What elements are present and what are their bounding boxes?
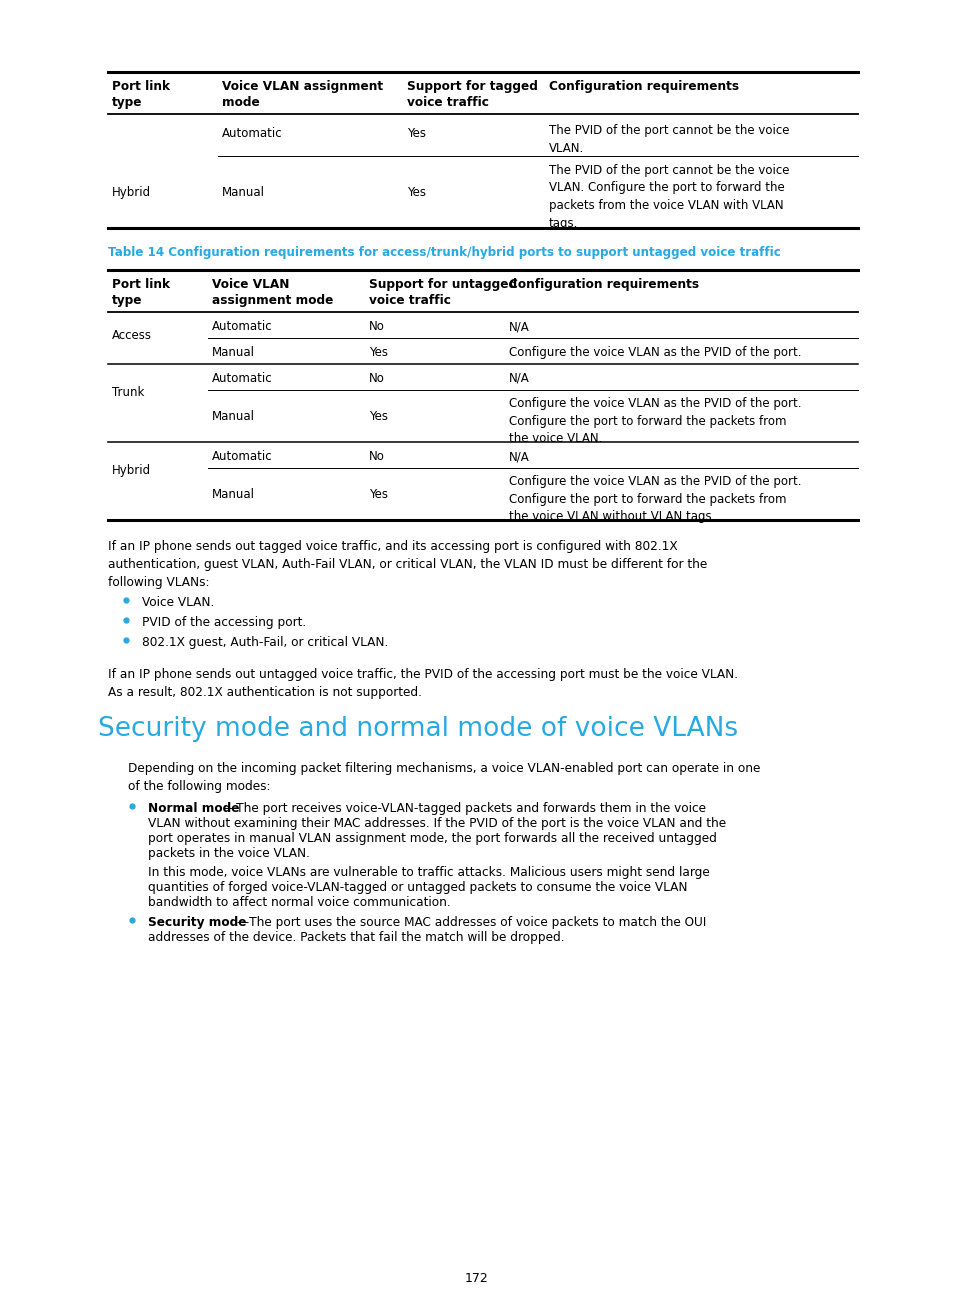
Text: Normal mode: Normal mode [148, 802, 239, 815]
Text: Manual: Manual [212, 346, 254, 359]
Text: No: No [369, 372, 384, 385]
Text: Hybrid: Hybrid [112, 187, 151, 200]
Text: The PVID of the port cannot be the voice
VLAN.: The PVID of the port cannot be the voice… [548, 124, 789, 154]
Text: PVID of the accessing port.: PVID of the accessing port. [142, 616, 306, 629]
Text: N/A: N/A [509, 320, 529, 333]
Text: Hybrid: Hybrid [112, 464, 151, 477]
Text: addresses of the device. Packets that fail the match will be dropped.: addresses of the device. Packets that fa… [148, 931, 564, 943]
Text: quantities of forged voice-VLAN-tagged or untagged packets to consume the voice : quantities of forged voice-VLAN-tagged o… [148, 881, 687, 894]
Text: Yes: Yes [369, 346, 388, 359]
Text: Yes: Yes [369, 410, 388, 422]
Text: Configuration requirements: Configuration requirements [548, 80, 739, 93]
Text: —The port receives voice-VLAN-tagged packets and forwards them in the voice: —The port receives voice-VLAN-tagged pac… [224, 802, 705, 815]
Text: The PVID of the port cannot be the voice
VLAN. Configure the port to forward the: The PVID of the port cannot be the voice… [548, 165, 789, 229]
Text: Table 14 Configuration requirements for access/trunk/hybrid ports to support unt: Table 14 Configuration requirements for … [108, 246, 780, 259]
Text: If an IP phone sends out tagged voice traffic, and its accessing port is configu: If an IP phone sends out tagged voice tr… [108, 540, 706, 588]
Text: Manual: Manual [212, 410, 254, 422]
Text: Security mode and normal mode of voice VLANs: Security mode and normal mode of voice V… [98, 715, 738, 743]
Text: port operates in manual VLAN assignment mode, the port forwards all the received: port operates in manual VLAN assignment … [148, 832, 716, 845]
Text: Manual: Manual [222, 187, 265, 200]
Text: Automatic: Automatic [212, 372, 273, 385]
Text: In this mode, voice VLANs are vulnerable to traffic attacks. Malicious users mig: In this mode, voice VLANs are vulnerable… [148, 866, 709, 879]
Text: Configure the voice VLAN as the PVID of the port.
Configure the port to forward : Configure the voice VLAN as the PVID of … [509, 476, 801, 524]
Text: Support for untagged
voice traffic: Support for untagged voice traffic [369, 279, 517, 307]
Text: Manual: Manual [212, 489, 254, 502]
Text: Yes: Yes [369, 489, 388, 502]
Text: Configuration requirements: Configuration requirements [509, 279, 699, 292]
Text: Yes: Yes [407, 127, 426, 140]
Text: Configure the voice VLAN as the PVID of the port.: Configure the voice VLAN as the PVID of … [509, 346, 801, 359]
Text: Configure the voice VLAN as the PVID of the port.
Configure the port to forward : Configure the voice VLAN as the PVID of … [509, 397, 801, 445]
Text: Voice VLAN
assignment mode: Voice VLAN assignment mode [212, 279, 333, 307]
Text: VLAN without examining their MAC addresses. If the PVID of the port is the voice: VLAN without examining their MAC address… [148, 816, 725, 829]
Text: No: No [369, 320, 384, 333]
Text: Support for tagged
voice traffic: Support for tagged voice traffic [407, 80, 537, 109]
Text: 172: 172 [465, 1271, 488, 1286]
Text: If an IP phone sends out untagged voice traffic, the PVID of the accessing port : If an IP phone sends out untagged voice … [108, 667, 738, 699]
Text: Depending on the incoming packet filtering mechanisms, a voice VLAN-enabled port: Depending on the incoming packet filteri… [128, 762, 760, 793]
Text: Voice VLAN assignment
mode: Voice VLAN assignment mode [222, 80, 383, 109]
Text: Trunk: Trunk [112, 386, 144, 399]
Text: N/A: N/A [509, 450, 529, 463]
Text: Yes: Yes [407, 187, 426, 200]
Text: Security mode: Security mode [148, 916, 246, 929]
Text: Automatic: Automatic [212, 450, 273, 463]
Text: Access: Access [112, 329, 152, 342]
Text: No: No [369, 450, 384, 463]
Text: Automatic: Automatic [212, 320, 273, 333]
Text: 802.1X guest, Auth-Fail, or critical VLAN.: 802.1X guest, Auth-Fail, or critical VLA… [142, 636, 388, 649]
Text: Port link
type: Port link type [112, 80, 170, 109]
Text: N/A: N/A [509, 372, 529, 385]
Text: packets in the voice VLAN.: packets in the voice VLAN. [148, 848, 310, 861]
Text: Voice VLAN.: Voice VLAN. [142, 596, 214, 609]
Text: bandwidth to affect normal voice communication.: bandwidth to affect normal voice communi… [148, 896, 450, 908]
Text: Port link
type: Port link type [112, 279, 170, 307]
Text: —The port uses the source MAC addresses of voice packets to match the OUI: —The port uses the source MAC addresses … [236, 916, 705, 929]
Text: Automatic: Automatic [222, 127, 282, 140]
